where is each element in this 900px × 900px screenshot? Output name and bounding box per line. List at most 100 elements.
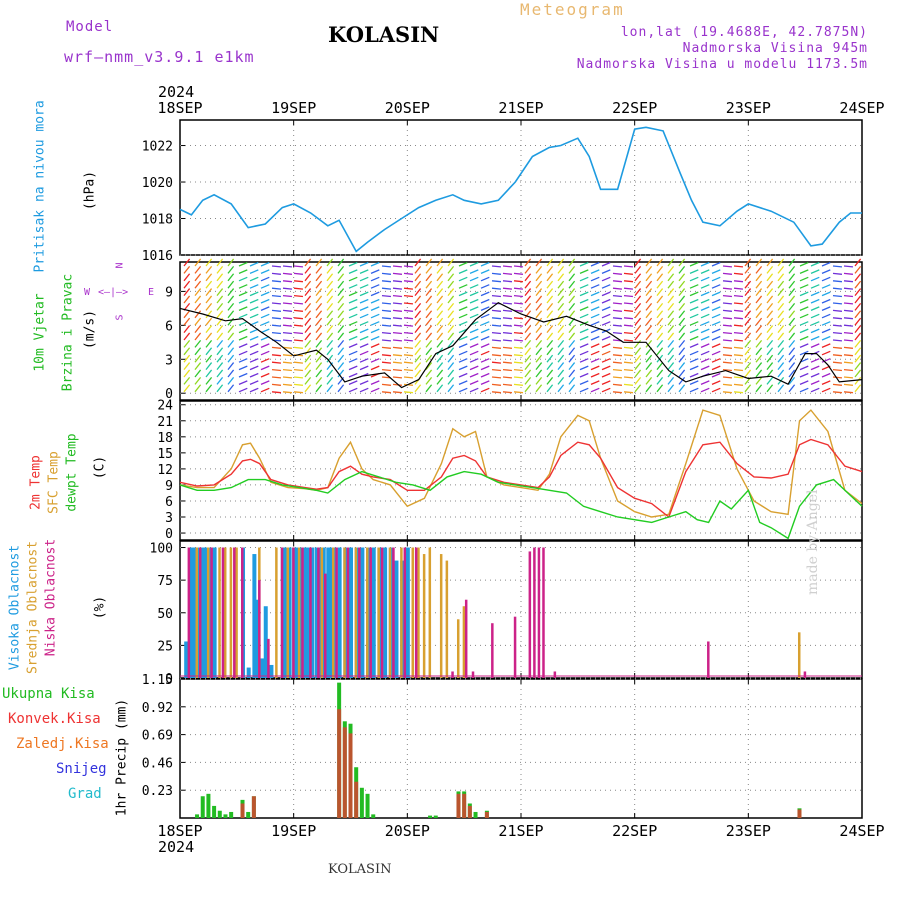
wind-barb bbox=[568, 302, 576, 311]
wind-barb bbox=[293, 272, 304, 275]
wind-barb bbox=[854, 310, 862, 319]
wind-barb bbox=[623, 317, 634, 320]
wind-barb bbox=[722, 391, 733, 394]
wind-barb bbox=[810, 358, 820, 363]
wind-barb bbox=[821, 350, 831, 356]
wind-barb bbox=[304, 310, 312, 319]
y-tick-label: 9 bbox=[165, 479, 173, 494]
wind-barb bbox=[480, 298, 490, 304]
wind-barb bbox=[304, 339, 312, 348]
wind-barb bbox=[403, 287, 414, 290]
wind-barb bbox=[370, 343, 380, 348]
y-tick-label: 0.92 bbox=[142, 701, 173, 716]
wind-key-west: W bbox=[84, 287, 91, 298]
wind-barb bbox=[766, 265, 774, 274]
wind-barb bbox=[249, 365, 259, 371]
wind-barb bbox=[502, 346, 513, 349]
wind-barb bbox=[337, 317, 345, 326]
wind-barb bbox=[282, 339, 293, 342]
wind-barb bbox=[722, 339, 733, 342]
wind-barb bbox=[513, 302, 524, 305]
low-cloud-bar bbox=[553, 671, 557, 678]
wind-barb bbox=[282, 324, 293, 327]
wind-barb bbox=[799, 269, 809, 274]
y-tick-label: 100 bbox=[150, 542, 173, 557]
wind-barb bbox=[546, 273, 554, 282]
wind-barb bbox=[436, 288, 444, 297]
wind-barb bbox=[557, 280, 565, 289]
wind-barb bbox=[502, 331, 513, 335]
wind-barb bbox=[491, 331, 502, 335]
wind-barb bbox=[689, 298, 699, 304]
wind-barb bbox=[183, 317, 191, 326]
mid-cloud-bar bbox=[320, 547, 324, 678]
wind-barb bbox=[733, 368, 744, 372]
wind-barb bbox=[194, 288, 202, 297]
wind-barb bbox=[304, 295, 312, 304]
wind-barb bbox=[480, 387, 490, 393]
wind-barb bbox=[788, 325, 796, 334]
wind-barb bbox=[711, 284, 721, 289]
wind-barb bbox=[788, 317, 796, 326]
wind-barb bbox=[304, 325, 312, 334]
low-cloud-bar bbox=[451, 671, 454, 678]
wind-barb bbox=[359, 284, 369, 289]
wind-barb bbox=[733, 317, 744, 320]
low-cloud-bar bbox=[803, 671, 807, 678]
high-cloud-bar bbox=[314, 547, 319, 678]
wind-barb bbox=[722, 331, 733, 335]
low-cloud-bar bbox=[280, 547, 284, 678]
wind-barb bbox=[711, 350, 721, 356]
wind-barb bbox=[546, 265, 554, 274]
wind-barb bbox=[260, 328, 270, 334]
wind-barb bbox=[667, 325, 675, 334]
wind-barb bbox=[788, 310, 796, 319]
wind-barb bbox=[414, 369, 422, 378]
wind-barb bbox=[568, 258, 576, 267]
wind-barb bbox=[590, 328, 600, 334]
wind-barb bbox=[381, 383, 392, 386]
wind-barb bbox=[414, 317, 422, 326]
wind-barb bbox=[194, 265, 202, 274]
wind-barb bbox=[810, 269, 820, 274]
wind-barb bbox=[623, 272, 634, 275]
wind-barb bbox=[821, 387, 831, 393]
wind-barb bbox=[381, 287, 392, 290]
wind-barb bbox=[293, 361, 304, 364]
wind-barb bbox=[359, 358, 369, 363]
wind-barb bbox=[447, 369, 455, 378]
wind-barb bbox=[535, 302, 543, 311]
total-precip-bar bbox=[433, 815, 438, 818]
temp-label-2: SFC Temp bbox=[46, 451, 62, 514]
wind-barb bbox=[271, 302, 282, 305]
mid-cloud-bar bbox=[422, 554, 426, 678]
wind-barb bbox=[557, 362, 565, 371]
wind-barb bbox=[744, 384, 752, 393]
lonlat-text: lon,lat (19.4688E, 42.7875N) bbox=[620, 25, 868, 40]
wind-barb bbox=[480, 358, 490, 363]
wind-barb bbox=[810, 261, 820, 267]
mid-cloud-bar bbox=[331, 547, 335, 678]
wind-barb bbox=[403, 324, 414, 327]
low-cloud-bar bbox=[513, 616, 517, 678]
wind-barb bbox=[469, 298, 479, 304]
wind-barb bbox=[425, 280, 433, 289]
mid-cloud-bar bbox=[377, 547, 380, 678]
wind-barb bbox=[502, 339, 513, 342]
wind-barb bbox=[810, 365, 820, 371]
wind-barb bbox=[601, 276, 611, 282]
wind-barb bbox=[183, 258, 191, 267]
wind-barb bbox=[260, 358, 270, 363]
wind-barb bbox=[645, 310, 653, 319]
wind-barb bbox=[777, 369, 785, 378]
wind-barb bbox=[843, 383, 854, 386]
low-cloud-bar bbox=[258, 580, 261, 678]
y-tick-label: 6 bbox=[165, 319, 173, 334]
high-cloud-bar bbox=[255, 599, 260, 678]
wind-barb bbox=[557, 332, 565, 341]
mid-cloud-bar bbox=[354, 547, 358, 678]
low-cloud-bar bbox=[292, 547, 295, 678]
wind-barb bbox=[854, 258, 862, 267]
wind-barb bbox=[711, 313, 721, 319]
